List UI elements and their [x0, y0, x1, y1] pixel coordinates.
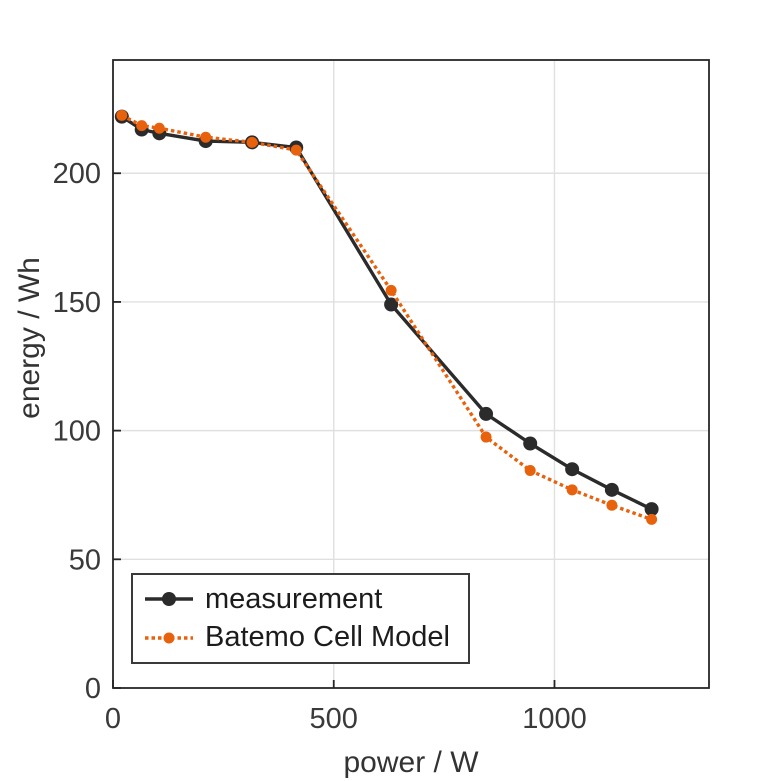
y-tick-label: 50 — [69, 544, 101, 576]
legend-label-measurement: measurement — [205, 582, 383, 615]
series-marker-batemo-cell-model — [200, 131, 212, 143]
legend-line-sample-batemo-cell-model — [145, 632, 193, 644]
series-marker-batemo-cell-model — [566, 484, 578, 496]
y-tick-label: 200 — [53, 158, 101, 190]
x-tick-label: 1000 — [522, 703, 587, 735]
series-marker-batemo-cell-model — [153, 122, 165, 134]
x-axis-label: power / W — [343, 746, 479, 779]
y-tick-label: 100 — [53, 416, 101, 448]
legend-marker-batemo-cell-model — [163, 632, 175, 644]
y-tick-label: 150 — [53, 287, 101, 319]
series-marker-batemo-cell-model — [524, 465, 536, 477]
legend-entry-measurement: measurement — [143, 582, 468, 615]
legend-line-sample-measurement — [145, 592, 193, 607]
series-marker-measurement — [384, 297, 399, 312]
legend-marker-measurement — [162, 592, 176, 607]
series-marker-batemo-cell-model — [246, 136, 258, 148]
x-tick-label: 0 — [105, 703, 121, 735]
series-marker-batemo-cell-model — [385, 284, 397, 296]
x-tick-label: 500 — [310, 703, 358, 735]
series-marker-batemo-cell-model — [480, 431, 492, 443]
series-line-measurement — [120, 115, 653, 511]
series-marker-measurement — [644, 502, 659, 517]
y-axis-label: energy / Wh — [13, 257, 46, 419]
series-marker-measurement — [565, 462, 580, 477]
plot-area-box — [112, 59, 710, 689]
series-line-batemo-cell-model — [121, 113, 653, 522]
series-marker-measurement — [604, 482, 619, 497]
series-marker-measurement — [523, 436, 538, 451]
series-marker-batemo-cell-model — [606, 499, 618, 511]
legend-entry-batemo-cell-model: Batemo Cell Model — [143, 623, 468, 652]
series-marker-batemo-cell-model — [116, 109, 128, 121]
series-marker-batemo-cell-model — [136, 120, 148, 132]
legend-box: measurement Batemo Cell Model — [131, 573, 470, 664]
series-marker-measurement — [479, 406, 494, 421]
y-tick-label: 0 — [85, 673, 101, 705]
legend-label-batemo-cell-model: Batemo Cell Model — [205, 621, 450, 654]
series-marker-batemo-cell-model — [290, 144, 302, 156]
series-marker-batemo-cell-model — [646, 513, 658, 525]
